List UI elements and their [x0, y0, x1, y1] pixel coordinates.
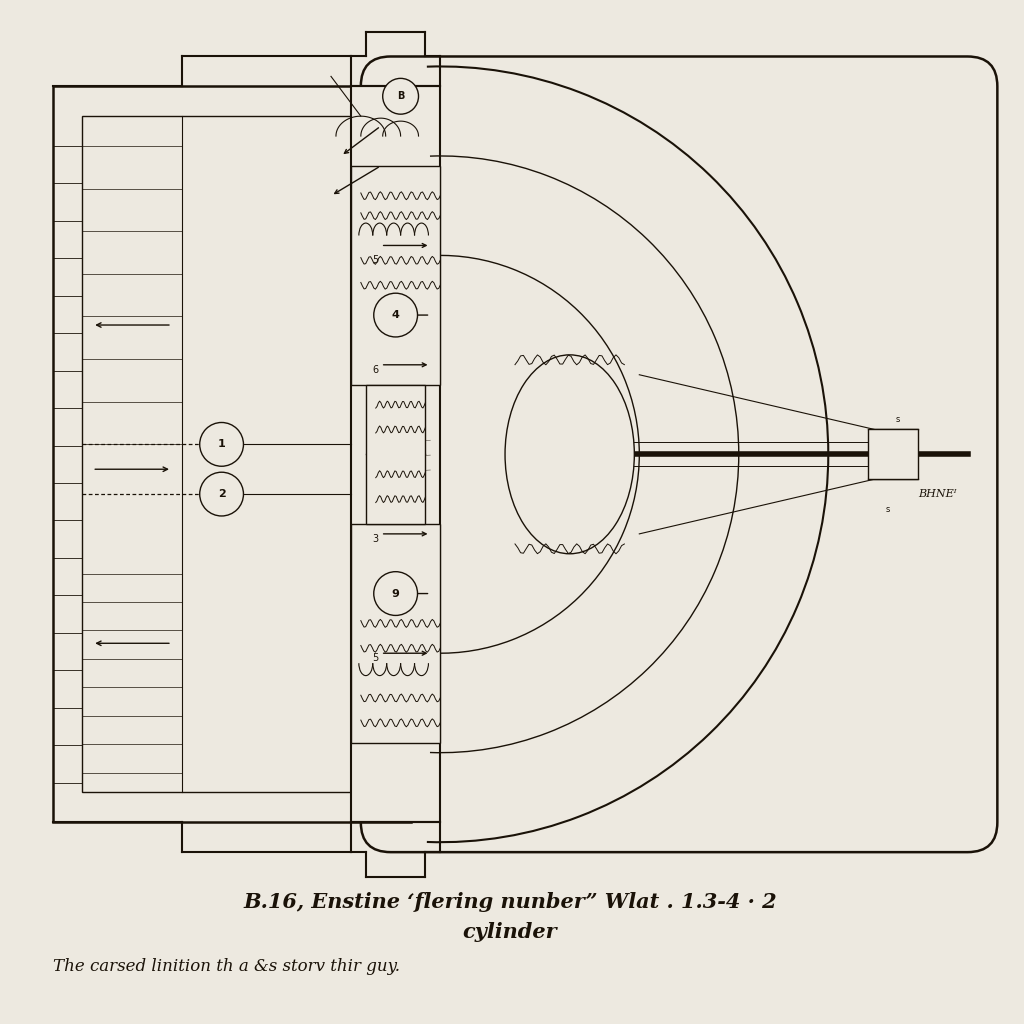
Text: 9: 9 [392, 589, 399, 599]
Circle shape [374, 571, 418, 615]
Bar [82, 116, 371, 793]
Text: 6: 6 [373, 365, 379, 375]
Text: 4: 4 [392, 310, 399, 321]
Text: cylinder: cylinder [463, 922, 557, 942]
Text: s: s [896, 415, 900, 424]
Text: B: B [397, 91, 404, 101]
Ellipse shape [505, 355, 634, 554]
Text: BHNEᴵ: BHNEᴵ [918, 489, 956, 499]
Circle shape [200, 423, 244, 466]
FancyBboxPatch shape [360, 56, 997, 852]
Text: s: s [886, 505, 890, 513]
Circle shape [374, 293, 418, 337]
Bar [52, 86, 411, 822]
Bar [351, 86, 440, 822]
Bar [351, 524, 440, 742]
Circle shape [383, 79, 419, 114]
Text: B.16, Enstine ‘flering nunber” Wlat . 1.3-4 · 2: B.16, Enstine ‘flering nunber” Wlat . 1.… [243, 892, 777, 912]
Bar [351, 166, 440, 385]
Text: 3: 3 [373, 534, 379, 544]
Text: 5: 5 [373, 653, 379, 664]
Text: 5: 5 [373, 255, 379, 265]
Bar [366, 385, 426, 524]
Text: 2: 2 [218, 489, 225, 499]
Text: 1: 1 [218, 439, 225, 450]
Bar [868, 429, 918, 479]
Circle shape [200, 472, 244, 516]
Text: The carsed linition th a &s storv thir guy.: The carsed linition th a &s storv thir g… [52, 958, 399, 975]
